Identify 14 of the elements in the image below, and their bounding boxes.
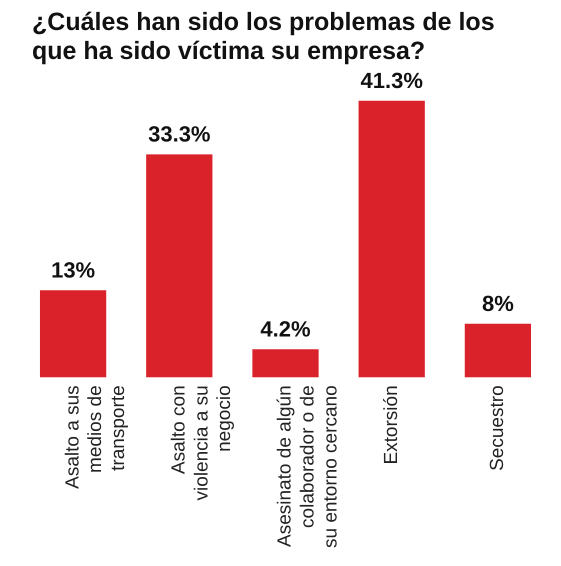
data-label: 13%	[51, 257, 96, 282]
x-tick-label: Asalto a sus medios de transporte	[62, 385, 129, 489]
bar	[146, 154, 212, 378]
x-tick-label: Secuestro	[487, 385, 508, 471]
chart-title: ¿Cuáles han sido los problemas de los que ha sido víctima su empresa?	[32, 8, 496, 66]
x-tick-label: Extorsión	[380, 385, 402, 465]
data-label: 33.3%	[148, 121, 210, 146]
bar	[40, 290, 106, 378]
data-label: 4.2%	[260, 316, 311, 342]
bar	[252, 349, 319, 378]
data-label: 8%	[482, 290, 514, 316]
bar	[358, 100, 425, 378]
bar	[464, 324, 532, 378]
data-label: 41.3%	[360, 68, 423, 93]
